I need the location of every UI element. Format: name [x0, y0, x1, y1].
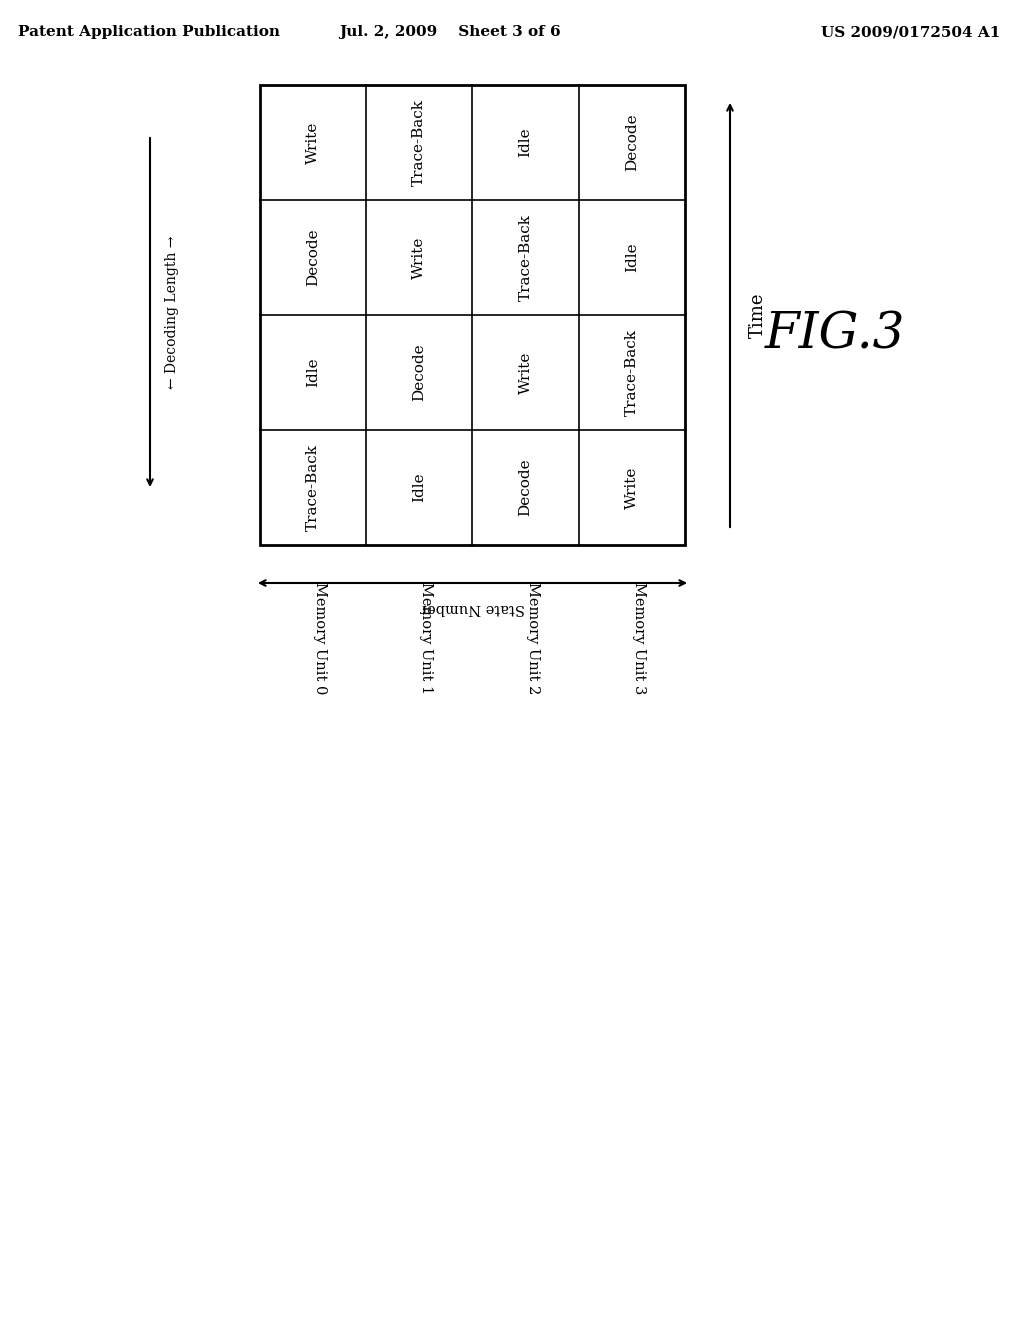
- Text: Decode: Decode: [518, 458, 532, 516]
- Text: Idle: Idle: [413, 473, 426, 503]
- Text: US 2009/0172504 A1: US 2009/0172504 A1: [820, 25, 1000, 40]
- Text: Jul. 2, 2009    Sheet 3 of 6: Jul. 2, 2009 Sheet 3 of 6: [339, 25, 561, 40]
- Bar: [260, 84, 685, 545]
- Text: Idle: Idle: [518, 128, 532, 157]
- Text: Memory Unit 3: Memory Unit 3: [632, 582, 646, 694]
- Text: Trace-Back: Trace-Back: [518, 214, 532, 301]
- Text: FIG.3: FIG.3: [765, 310, 905, 360]
- Text: Trace-Back: Trace-Back: [413, 99, 426, 186]
- Text: Idle: Idle: [625, 243, 639, 272]
- Text: Time: Time: [749, 292, 767, 338]
- Text: Trace-Back: Trace-Back: [306, 444, 321, 531]
- Text: Memory Unit 0: Memory Unit 0: [313, 582, 327, 694]
- Text: Patent Application Publication: Patent Application Publication: [18, 25, 280, 40]
- Text: ← Decoding Length →: ← Decoding Length →: [165, 236, 179, 389]
- Text: Write: Write: [518, 351, 532, 393]
- Text: Decode: Decode: [413, 343, 426, 401]
- Text: Write: Write: [413, 236, 426, 279]
- Text: State Number: State Number: [420, 601, 525, 615]
- Text: Idle: Idle: [306, 358, 321, 387]
- Text: Write: Write: [306, 121, 321, 164]
- Text: Decode: Decode: [625, 114, 639, 172]
- Text: Trace-Back: Trace-Back: [625, 329, 639, 416]
- Text: Decode: Decode: [306, 228, 321, 286]
- Text: Write: Write: [625, 466, 639, 508]
- Text: Memory Unit 1: Memory Unit 1: [420, 582, 433, 694]
- Text: Memory Unit 2: Memory Unit 2: [525, 582, 540, 694]
